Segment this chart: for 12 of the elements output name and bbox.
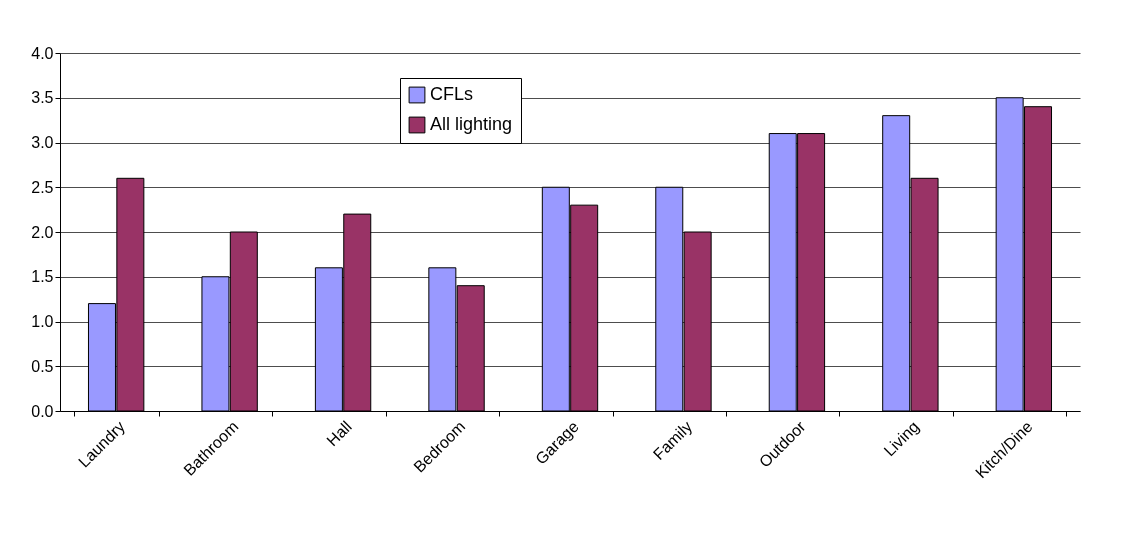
y-tick-label: 1.5 bbox=[31, 268, 54, 286]
y-tick-label: 2.5 bbox=[31, 178, 54, 196]
y-tick-label: 2.0 bbox=[31, 223, 54, 241]
legend-label: CFLs bbox=[430, 84, 474, 104]
legend-label: All lighting bbox=[430, 114, 513, 134]
y-tick-label: 4.0 bbox=[31, 44, 54, 62]
y-tick-label: 0.5 bbox=[31, 357, 54, 375]
y-tick-label: 0.0 bbox=[31, 402, 54, 420]
x-tick-label: Hall bbox=[323, 417, 355, 450]
y-tick-label: 1.0 bbox=[31, 313, 54, 330]
y-tick-label: 3.0 bbox=[31, 134, 54, 151]
y-tick-label: 3.5 bbox=[31, 89, 54, 107]
